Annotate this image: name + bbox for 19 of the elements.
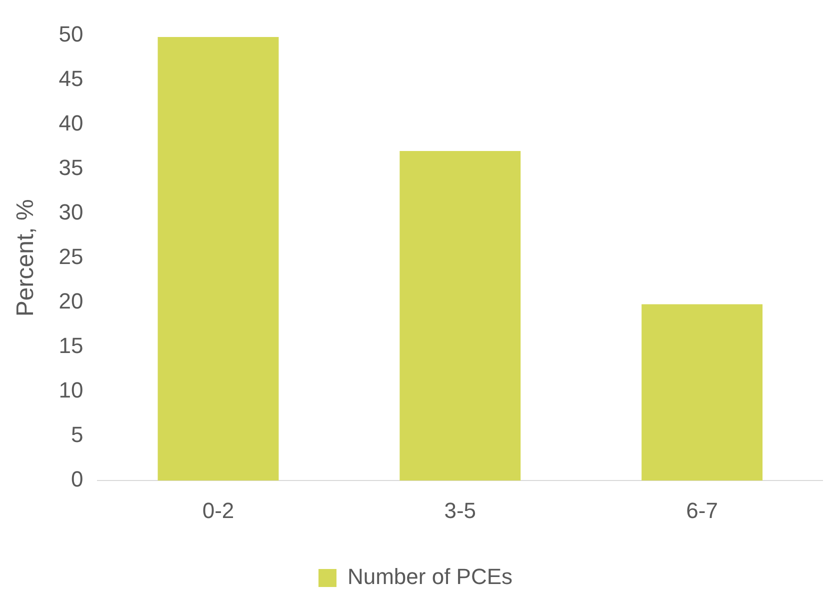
y-tick-label: 15 bbox=[58, 333, 84, 358]
bar bbox=[642, 304, 763, 481]
y-tick-label: 10 bbox=[58, 378, 84, 403]
y-tick-label: 35 bbox=[58, 154, 84, 180]
y-tick-label: 50 bbox=[58, 21, 84, 46]
y-tick-label: 20 bbox=[58, 288, 84, 314]
y-tick-label: 0 bbox=[71, 466, 84, 492]
x-tick-label: 6-7 bbox=[686, 498, 718, 523]
y-tick-label: 30 bbox=[58, 199, 84, 224]
y-tick-label: 40 bbox=[58, 110, 84, 136]
y-tick-label: 25 bbox=[58, 244, 84, 269]
legend-label: Number of PCEs bbox=[347, 564, 513, 590]
bar bbox=[400, 151, 521, 481]
y-tick-label: 45 bbox=[58, 66, 84, 91]
x-tick-label: 0-2 bbox=[202, 498, 234, 523]
y-tick-label: 5 bbox=[71, 422, 84, 448]
bar bbox=[158, 36, 279, 481]
x-tick-label: 3-5 bbox=[444, 498, 476, 523]
y-axis-title: Percent, % bbox=[12, 199, 40, 317]
